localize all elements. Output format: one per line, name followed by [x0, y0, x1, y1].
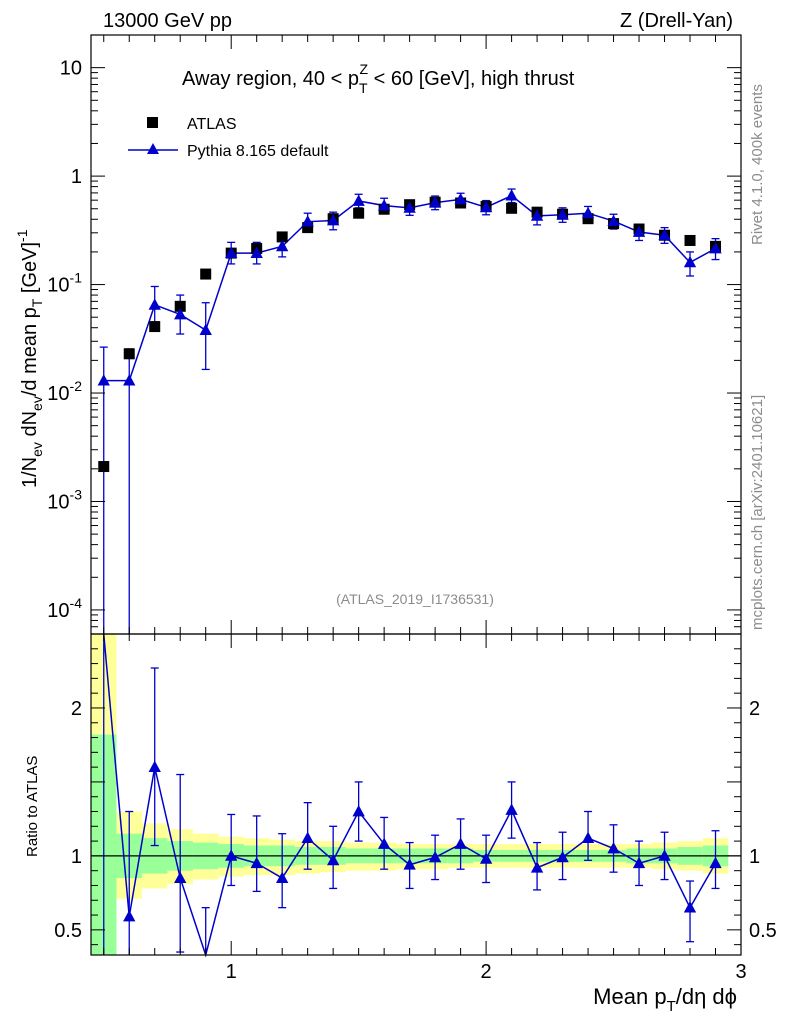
header-right: Z (Drell-Yan) [620, 10, 733, 32]
atlas-point [174, 300, 186, 312]
ratio-point [377, 837, 391, 849]
pythia-point [454, 192, 467, 205]
ratio-line [102, 633, 717, 958]
pythia-point [250, 246, 263, 258]
atlas-point [276, 231, 288, 243]
ratio-panel-series [91, 633, 741, 958]
y-tick-label: 10 [60, 58, 82, 80]
ratio-point [505, 803, 518, 815]
pythia-point [352, 194, 365, 206]
ratio-point [301, 831, 314, 844]
ratio-point [225, 849, 238, 861]
atlas-point [123, 348, 135, 360]
x-axis-label: Mean pT/dη dϕ [593, 984, 737, 1015]
ratio-y-tick-label-left: 1 [71, 846, 82, 868]
mcplots-label: mcplots.cern.ch [arXiv:2401.10621] [749, 395, 766, 630]
analysis-tag: (ATLAS_2019_I1736531) [336, 591, 494, 607]
y-tick-label: 10-3 [47, 486, 82, 513]
atlas-point [353, 207, 365, 219]
ratio-point [148, 760, 161, 773]
pythia-point [123, 374, 136, 386]
ratio-point [123, 910, 136, 922]
pythia-point [607, 214, 620, 226]
pythia-point [658, 228, 671, 241]
ratio-point [581, 831, 595, 844]
header-left: 13000 GeV pp [103, 10, 232, 32]
y-tick-label: 10-2 [47, 378, 82, 405]
pythia-point [174, 307, 187, 320]
pythia-point [377, 199, 391, 211]
pythia-point [301, 215, 314, 227]
axes-ticks: 1 2 3 10-4 10-3 10-2 10-1 1 10 0.5 0.5 1 1 2 2 [47, 34, 777, 983]
atlas-point [149, 321, 161, 333]
pythia-line [103, 194, 716, 382]
atlas-point [506, 202, 518, 214]
y-tick-label: 10-4 [47, 595, 82, 622]
atlas-point [684, 234, 696, 246]
ratio-y-tick-label-left: 0.5 [54, 920, 82, 942]
ratio-point [454, 837, 467, 849]
ratio-point [632, 856, 646, 869]
legend-label-pythia: Pythia 8.165 default [187, 143, 329, 160]
ratio-point [479, 852, 493, 864]
x-tick-label: 3 [735, 961, 746, 983]
atlas-point [98, 461, 110, 473]
pythia-point [97, 374, 110, 386]
legend-label-atlas: ATLAS [187, 116, 237, 133]
pythia-point [581, 206, 595, 219]
ratio-point [556, 850, 569, 863]
ratio-point [658, 849, 671, 861]
ratio-point [403, 858, 416, 870]
ratio-y-axis-label: Ratio to ATLAS [24, 756, 41, 857]
y-tick-label: 1 [71, 166, 82, 188]
ratio-point [607, 841, 620, 854]
main-panel-series [97, 188, 722, 634]
x-tick-label: 2 [481, 961, 492, 983]
ratio-point [352, 805, 365, 817]
pythia-point [683, 255, 697, 268]
ratio-y-tick-label-right: 0.5 [749, 920, 777, 942]
pythia-point [632, 225, 646, 237]
pythia-point [556, 208, 569, 220]
pythia-point [505, 189, 518, 201]
x-tick-label: 1 [226, 961, 237, 983]
ratio-point [250, 856, 263, 869]
plot-title: Away region, 40 < pTZ < 60 [GeV], high t… [182, 61, 575, 96]
ratio-y-tick-label-right: 1 [749, 846, 760, 868]
pythia-point [530, 209, 544, 221]
ratio-point [683, 901, 697, 913]
pythia-point [276, 239, 289, 252]
y-tick-label: 10-1 [47, 270, 82, 297]
ratio-point [276, 871, 289, 883]
pythia-point [479, 200, 493, 213]
ratio-y-tick-label-left: 2 [71, 698, 82, 720]
pythia-point [199, 323, 212, 336]
ratio-uncertainty-bands [91, 634, 729, 955]
legend-marker-atlas [147, 117, 158, 128]
ratio-y-tick-label-right: 2 [749, 698, 760, 720]
atlas-point [200, 268, 212, 280]
y-axis-label: 1/Nev dNev/d mean pT [GeV]-1 [14, 229, 45, 488]
legend-marker-pythia [147, 143, 159, 154]
ratio-point [709, 856, 722, 869]
rivet-label: Rivet 4.1.0, 400k events [749, 84, 766, 245]
pythia-point [403, 201, 416, 213]
pythia-point [148, 298, 161, 310]
atlas-point [582, 213, 594, 225]
pythia-point [428, 196, 442, 208]
ratio-panel-frame [90, 633, 742, 956]
atlas-point [302, 222, 314, 234]
pythia-point [326, 213, 340, 226]
pythia-point [225, 246, 238, 258]
pythia-point [709, 242, 722, 254]
ratio-point [428, 850, 442, 863]
ratio-point [530, 861, 544, 873]
ratio-point [174, 871, 187, 883]
ratio-point [326, 853, 340, 866]
